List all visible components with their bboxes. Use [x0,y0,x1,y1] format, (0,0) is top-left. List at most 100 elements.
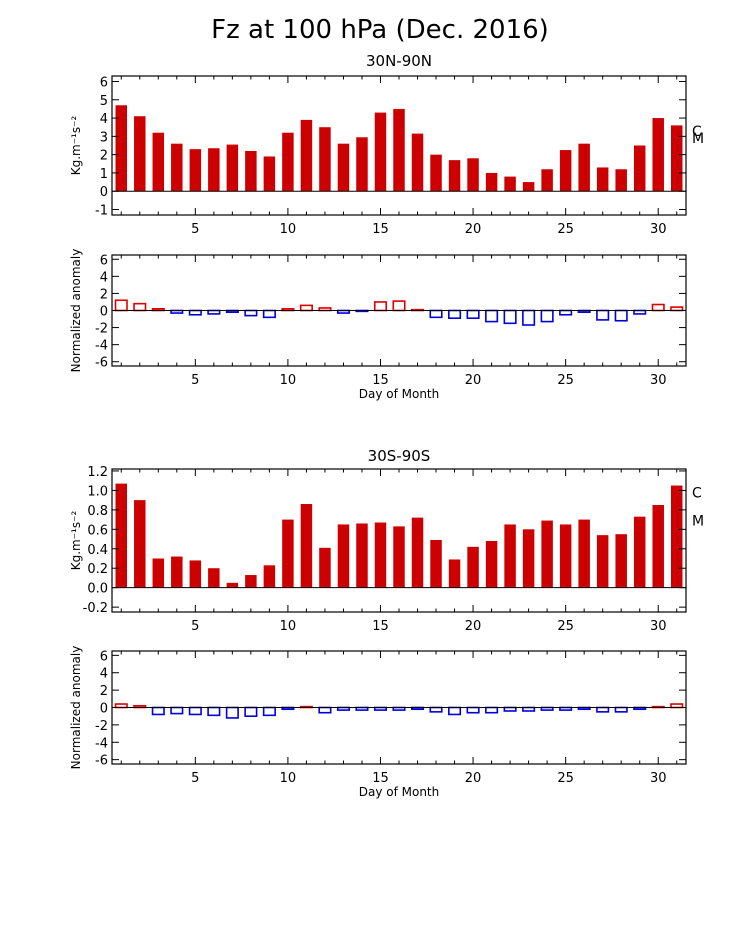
sh-flux-bar [245,575,257,588]
nh-flux-bar [467,158,479,192]
nh-flux-bar [263,156,276,192]
nh-flux-x-tick-label: 5 [191,222,199,237]
nh-anomaly-x-tick-label: 20 [465,373,482,388]
sh-flux-bar [671,485,683,588]
nh-anomaly-bar [392,300,406,312]
sh-anomaly-bar [114,703,128,709]
sh-flux-y-tick-label: 0.6 [87,523,108,538]
sh-flux-bar [115,483,127,588]
sh-anomaly-bar [596,706,610,713]
sh-anomaly-panel: 5 10 15 20 25 30 -6 -4 -2 0 2 4 6 Normalized anomaly D… [69,646,687,799]
sh-flux-bar [208,568,220,588]
sh-anomaly-bar [170,706,184,715]
nh-flux-bar [171,143,183,192]
sh-anomaly-y-tick-label: 6 [100,649,108,664]
nh-flux-y-tick-label: 5 [100,94,108,109]
sh-anomaly-bar [522,706,536,712]
sh-flux-bar [578,519,590,588]
nh-anomaly-bar [466,309,480,319]
nh-flux-bar [282,132,294,192]
nh-anomaly-bar [559,309,573,316]
sh-flux-x-tick-label: 5 [191,619,199,634]
sh-anomaly-y-tick-label: 0 [100,702,108,717]
nh-flux-y-tick-label: 2 [100,149,108,164]
sh-anomaly-y-tick-label: 2 [100,684,108,699]
nh-flux-bar [430,154,442,192]
nh-flux-bar [485,172,498,192]
nh-flux-bar [652,118,664,192]
sh-flux-bar [633,516,646,588]
nh-flux-y-tick-label: 4 [100,112,108,127]
nh-anomaly-x-tick-label: 10 [280,373,297,388]
sh-flux-x-tick-label: 20 [465,619,482,634]
nh-flux-bar [300,119,313,192]
sh-anomaly-bar [614,706,628,713]
nh-anomaly-bar [614,309,628,322]
nh-anomaly-y-tick-label: 6 [100,253,108,268]
sh-anomaly-bar [429,706,443,713]
sh-flux-bar [541,520,553,588]
nh-flux-bar [356,137,368,192]
sh-anomaly-bar [485,706,499,714]
nh-anomaly-bar [540,309,554,323]
sh-flux-bar [356,523,368,588]
sh-flux-bar [171,556,183,588]
sh-anomaly-bar [151,706,165,716]
sh-flux-bar [615,534,627,588]
nh-flux-bar [541,169,553,192]
sh-anomaly-bar [207,706,221,717]
nh-flux-bar [226,144,239,192]
nh-anomaly-bar [670,306,684,312]
nh-flux-bar [208,148,220,192]
nh-anomaly-x-tick-label: 15 [372,373,389,388]
sh-anomaly-bar [318,706,332,714]
sh-flux-bar [134,500,146,588]
nh-anomaly-y-tick-label: 2 [100,287,108,302]
nh-flux-x-tick-label: 20 [465,222,482,237]
sh-anomaly-bar [244,706,258,717]
sh-flux-bar [337,524,350,588]
sh-flux-bar [152,558,165,588]
sh-anomaly-bar [466,706,480,714]
nh-flux-x-tick-label: 10 [280,222,297,237]
sh-flux-marker-c: C [692,485,702,501]
nh-anomaly-bar [596,309,610,321]
nh-flux-x-tick-label: 25 [557,222,574,237]
nh-anomaly-bar [299,304,313,312]
nh-flux-title: 30N-90N [366,52,432,70]
nh-flux-bar [319,127,331,192]
sh-flux-bar [485,540,498,588]
nh-anomaly-x-tick-label: 30 [650,373,667,388]
sh-flux-bar [226,582,239,588]
nh-flux-bar [522,182,535,192]
sh-anomaly-x-tick-label: 10 [280,771,297,786]
nh-flux-bar [559,150,572,192]
nh-flux-bar [448,160,461,192]
sh-flux-y-tick-label: 0.8 [87,504,108,519]
sh-flux-y-tick-label: 0.4 [87,543,108,558]
nh-anomaly-bar [503,309,517,325]
nh-anomaly-x-tick-label: 5 [191,373,199,388]
sh-flux-bar [652,504,664,588]
sh-flux-y-tick-label: -0.2 [83,601,108,616]
nh-flux-bar [152,132,165,192]
sh-flux-bar [282,519,294,588]
sh-flux-y-tick-label: 0.0 [87,582,108,597]
sh-anomaly-y-tick-label: -4 [95,736,108,751]
sh-flux-bar [263,565,276,588]
sh-flux-y-tick-label: 1.2 [87,465,108,480]
sh-flux-bar [559,524,572,588]
nh-flux-bar [189,149,202,192]
sh-flux-bar [467,546,479,588]
nh-flux-y-tick-label: 6 [100,75,108,90]
nh-anomaly-bar [133,302,147,312]
sh-flux-y-tick-label: 1.0 [87,484,108,499]
nh-flux-bar [245,150,257,192]
sh-anomaly-bar [262,706,276,717]
sh-flux-bar [504,524,516,588]
nh-flux-bar [115,105,127,192]
nh-anomaly-y-tick-label: -4 [95,339,108,354]
nh-anomaly-bar [429,309,443,319]
nh-flux-bar [633,145,646,192]
